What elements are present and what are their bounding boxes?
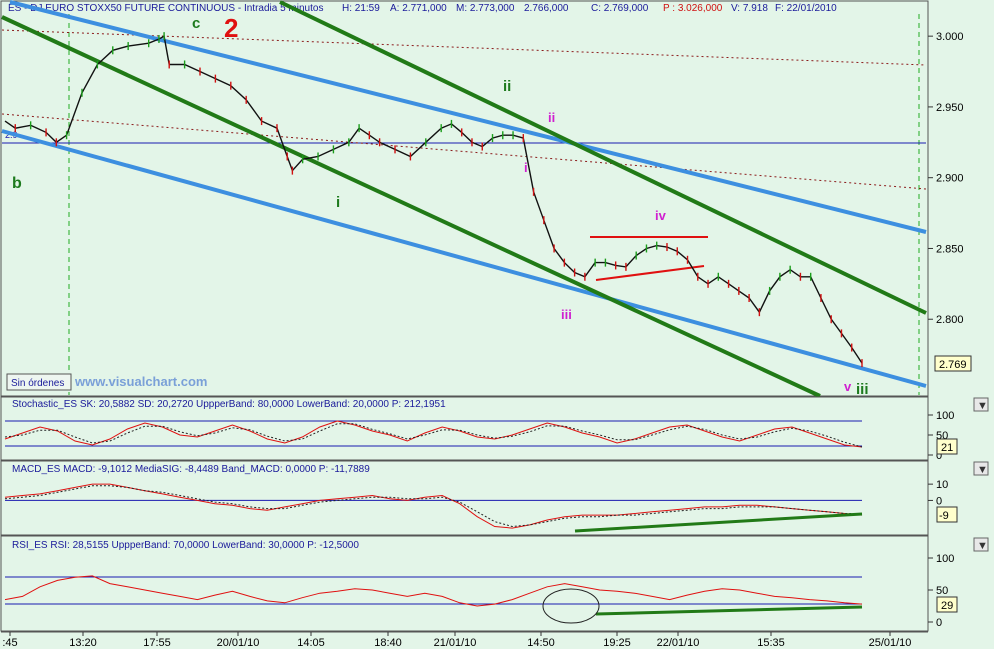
time-tick-label: 18:40 (374, 637, 402, 649)
price-tick-label: 3.000 (936, 31, 964, 43)
time-tick-label: 21/01/10 (434, 637, 477, 649)
indicator-tick-label: 0 (936, 450, 942, 462)
indicator-tick-label: 10 (936, 479, 948, 491)
last-price-badge (934, 355, 972, 372)
rsi-header: RSI_ES RSI: 28,5155 UppperBand: 70,0000 … (12, 540, 359, 551)
price-tick-label: 2.950 (936, 102, 964, 114)
header-a: A: 2.771,000 (390, 3, 447, 14)
collapse-icon: ▼ (977, 540, 988, 552)
stochastic-sd-line (4, 423, 863, 448)
rsi-line (4, 575, 863, 607)
collapse-icon: ▼ (977, 464, 988, 476)
time-tick-label: 22/01/10 (657, 637, 700, 649)
stochastic-panel: Stochastic_ES SK: 20,5882 SD: 20,2720 Up… (0, 396, 989, 461)
wave-label-ii-pink: ii (548, 110, 555, 125)
wave-label-ii-green: ii (503, 78, 511, 95)
main-instrument-title: ES - DJ EURO STOXX50 FUTURE CONTINUOUS -… (8, 3, 323, 14)
price-tick-label: 2.800 (936, 314, 964, 326)
wave-label-2: 2 (224, 13, 238, 43)
header-high: H: 21:59 (342, 3, 380, 14)
macd-signal-line (4, 485, 862, 528)
header-close: C: 2.769,000 (591, 3, 649, 14)
wave-label-c: c (192, 15, 200, 32)
wave-label-iii-pink: iii (561, 307, 572, 322)
stochastic-collapse-button[interactable] (973, 397, 989, 412)
macd-header: MACD_ES MACD: -9,1012 MediaSIG: -8,4489 … (12, 464, 370, 475)
time-tick-label: 14:05 (297, 637, 325, 649)
macd-last-value: -9 (939, 510, 949, 522)
time-tick-label: :45 (2, 637, 17, 649)
macd-collapse-button[interactable] (973, 461, 989, 476)
header-p: P : 3.026,000 (663, 3, 723, 14)
last-price-value: 2.769 (939, 359, 967, 371)
time-axis: :45 13:20 17:55 20/01/10 14:05 18:40 21/01/10 1… (1, 631, 928, 649)
rsi-axis: 100 50 0 29 (928, 553, 958, 629)
stochastic-header: Stochastic_ES SK: 20,5882 SD: 20,2720 Up… (12, 399, 446, 410)
time-tick-label: 17:55 (143, 637, 171, 649)
rsi-collapse-button[interactable] (973, 537, 989, 552)
rsi-last-value: 29 (941, 600, 953, 612)
rsi-highlight-ellipse (542, 588, 600, 624)
wave-label-i-green: i (336, 194, 340, 211)
stochastic-last-value: 21 (941, 442, 953, 454)
indicator-tick-label: 100 (936, 553, 954, 565)
rsi-panel: RSI_ES RSI: 28,5155 UppperBand: 70,0000 … (0, 535, 989, 632)
price-panel: ES - DJ EURO STOXX50 FUTURE CONTINUOUS -… (0, 0, 929, 398)
indicator-tick-label: 50 (936, 585, 948, 597)
time-tick-label: 25/01/10 (869, 637, 912, 649)
indicator-tick-label: 0 (936, 495, 942, 507)
wave-label-iv-pink: iv (655, 208, 667, 223)
wave-label-i-pink: i (524, 160, 528, 175)
price-axis: 3.000 2.950 2.900 2.850 2.800 2.769 (928, 31, 972, 372)
watermark: www.visualchart.com (74, 374, 207, 389)
wave-label-v-pink: v (844, 379, 852, 394)
indicator-tick-label: 100 (936, 410, 954, 422)
header-m: M: 2.773,000 (456, 3, 515, 14)
indicator-tick-label: 0 (936, 617, 942, 629)
stochastic-sk-line (4, 420, 863, 448)
orders-button-label: Sin órdenes (11, 378, 64, 389)
header-date: F: 22/01/2010 (775, 3, 837, 14)
wave-label-b: b (12, 175, 22, 192)
macd-axis: 10 0 -9 (928, 479, 958, 523)
time-tick-label: 14:50 (527, 637, 555, 649)
price-tick-label: 2.900 (936, 173, 964, 185)
price-tick-label: 2.850 (936, 243, 964, 255)
header-low: 2.766,000 (524, 3, 569, 14)
time-tick-label: 19:25 (603, 637, 631, 649)
orders-button[interactable] (6, 373, 72, 391)
collapse-icon: ▼ (977, 400, 988, 412)
time-tick-label: 15:35 (757, 637, 785, 649)
time-tick-label: 13:20 (69, 637, 97, 649)
macd-panel: MACD_ES MACD: -9,1012 MediaSIG: -8,4489 … (0, 460, 989, 536)
time-tick-label: 20/01/10 (217, 637, 260, 649)
wave-label-iii-green: iii (856, 381, 869, 398)
header-v: V: 7.918 (731, 3, 768, 14)
